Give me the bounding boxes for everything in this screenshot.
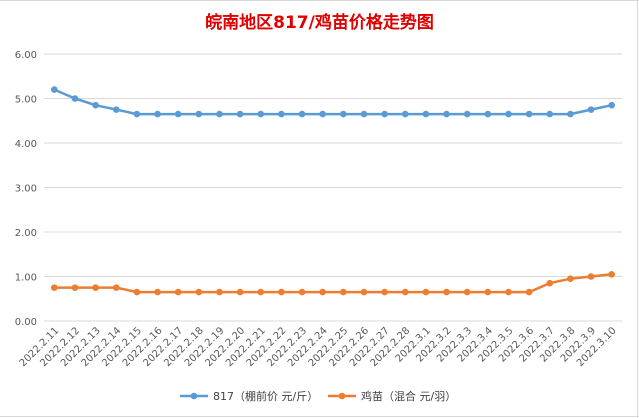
data-point: [92, 101, 99, 109]
data-point: [422, 288, 430, 296]
legend-swatch-marker: [190, 392, 198, 400]
data-point: [278, 288, 285, 296]
data-point: [257, 110, 265, 118]
data-point: [133, 110, 141, 118]
data-point: [505, 288, 512, 296]
data-point: [112, 106, 120, 113]
legend: 817（棚前价 元/斤） 鸡苗（混合 元/羽）: [180, 389, 456, 403]
data-point: [567, 275, 574, 283]
y-tick-label: 6.00: [15, 50, 37, 61]
data-point: [51, 284, 58, 291]
y-tick-label: 1.00: [15, 273, 37, 284]
data-point: [257, 288, 265, 296]
data-point: [587, 273, 595, 280]
data-point: [608, 270, 615, 278]
data-point: [340, 288, 347, 296]
data-point: [71, 95, 79, 102]
legend-swatch-marker: [338, 392, 346, 400]
frame-border-bottom: [0, 416, 639, 417]
y-tick-label: 3.00: [15, 184, 37, 195]
data-point: [154, 288, 161, 296]
frame-border-right: [637, 0, 638, 418]
y-tick-label: 2.00: [15, 228, 37, 239]
data-point: [484, 288, 492, 296]
chart-title: 皖南地区817/鸡苗价格走势图: [205, 13, 434, 33]
data-point: [319, 288, 326, 296]
data-point: [236, 110, 244, 118]
data-point: [587, 106, 595, 113]
frame-border-top: [0, 0, 639, 1]
data-point: [422, 110, 430, 118]
data-point: [525, 288, 533, 296]
data-point: [154, 110, 161, 118]
data-point: [381, 110, 388, 118]
data-point: [484, 110, 492, 118]
data-point: [443, 288, 450, 296]
data-point: [505, 110, 512, 118]
y-tick-label: 0.00: [15, 317, 37, 328]
data-point: [298, 288, 306, 296]
y-tick-label: 5.00: [15, 95, 37, 106]
data-point: [133, 288, 141, 296]
data-point: [319, 110, 326, 118]
data-point: [525, 110, 533, 118]
data-point: [360, 288, 368, 296]
data-point: [195, 288, 203, 296]
legend-item: 鸡苗（混合 元/羽）: [328, 389, 456, 403]
data-point: [381, 288, 388, 296]
data-point: [546, 110, 554, 118]
data-point: [174, 288, 182, 296]
series-line: [53, 88, 612, 116]
y-tick-label: 4.00: [15, 139, 37, 150]
y-axis-ticks: 0.00 1.00 2.00 3.00 4.00 5.00 6.00: [15, 50, 37, 328]
x-axis-ticks: 2022.2.112022.2.122022.2.132022.2.142022…: [18, 325, 619, 369]
legend-label: 817（棚前价 元/斤）: [213, 389, 318, 403]
data-point: [463, 110, 471, 118]
series-0: [51, 86, 615, 118]
data-point: [401, 110, 409, 118]
data-point: [216, 288, 223, 296]
data-point: [567, 110, 574, 118]
data-point: [112, 284, 120, 291]
legend-label: 鸡苗（混合 元/羽）: [361, 389, 456, 403]
series-layer: [51, 86, 615, 296]
data-point: [360, 110, 368, 118]
data-point: [71, 284, 79, 291]
data-point: [51, 86, 58, 93]
data-point: [608, 101, 615, 109]
data-point: [443, 110, 450, 118]
data-point: [92, 284, 99, 291]
data-point: [216, 110, 223, 118]
data-point: [278, 110, 285, 118]
data-point: [298, 110, 306, 118]
data-point: [236, 288, 244, 296]
data-point: [174, 110, 182, 118]
data-point: [195, 110, 203, 118]
grid-layer: [44, 53, 622, 322]
data-point: [401, 288, 409, 296]
data-point: [463, 288, 471, 296]
data-point: [546, 279, 554, 287]
legend-item: 817（棚前价 元/斤）: [180, 389, 318, 403]
series-1: [51, 270, 615, 296]
data-point: [340, 110, 347, 118]
series-line: [54, 273, 612, 294]
